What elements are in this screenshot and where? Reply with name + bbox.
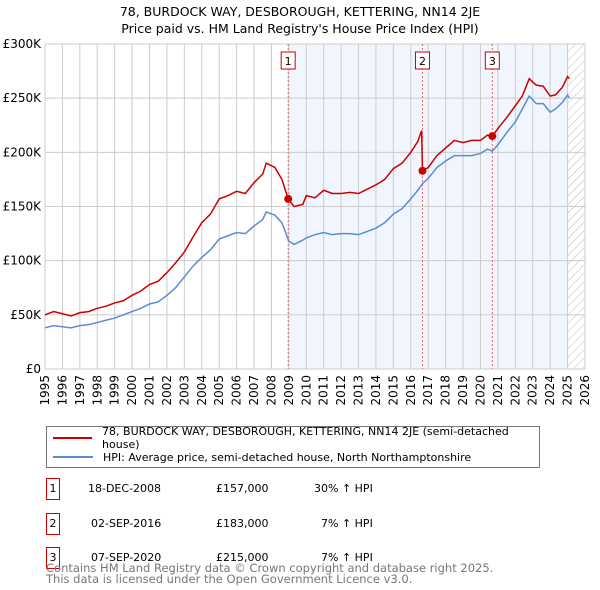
x-tick-label: 2011 xyxy=(317,375,331,406)
footer-copyright: Contains HM Land Registry data © Crown c… xyxy=(46,561,494,575)
x-tick-label: 2012 xyxy=(334,375,348,406)
sale-label: 1 xyxy=(285,55,292,68)
y-tick-label: £0 xyxy=(26,362,41,376)
x-tick-label: 1999 xyxy=(108,375,122,406)
sale-hpi-diff: 7% ↑ HPI xyxy=(321,517,373,530)
x-tick-label: 2004 xyxy=(195,375,209,406)
x-tick-label: 2016 xyxy=(404,375,418,406)
y-tick-label: £300K xyxy=(3,37,43,51)
legend-item-property: 78, BURDOCK WAY, DESBOROUGH, KETTERING, … xyxy=(53,425,539,451)
sale-point xyxy=(488,132,497,141)
x-tick-label: 2013 xyxy=(352,375,366,406)
x-tick-label: 2002 xyxy=(160,375,174,406)
sale-price: £215,000 xyxy=(216,551,269,564)
y-tick-label: £200K xyxy=(3,145,43,159)
sale-label-box xyxy=(280,51,296,70)
x-tick-label: 2015 xyxy=(386,375,400,406)
sale-number-badge: 3 xyxy=(46,547,60,569)
legend-swatch-red xyxy=(53,437,93,439)
hpi-line xyxy=(44,93,570,329)
y-tick-label: £150K xyxy=(3,200,43,214)
x-tick-label: 2025 xyxy=(561,375,575,406)
x-tick-label: 2020 xyxy=(473,375,487,406)
sale-hpi-diff: 7% ↑ HPI xyxy=(321,551,373,564)
y-tick-label: £50K xyxy=(10,308,42,322)
sale-number-badge: 2 xyxy=(46,513,60,535)
x-tick-label: 2005 xyxy=(212,375,226,406)
x-tick-label: 2014 xyxy=(369,375,383,406)
x-tick-label: 2007 xyxy=(247,375,261,406)
y-tick-label: £250K xyxy=(3,91,43,105)
legend-swatch-blue xyxy=(53,456,93,458)
y-tick-label: £100K xyxy=(3,254,43,268)
x-tick-label: 2003 xyxy=(177,375,191,406)
x-tick-label: 2000 xyxy=(125,375,139,406)
x-tick-label: 2009 xyxy=(282,375,296,406)
sale-point xyxy=(284,194,293,203)
x-tick-label: 2018 xyxy=(439,375,453,406)
x-tick-label: 2008 xyxy=(264,375,278,406)
sale-number-badge: 1 xyxy=(46,478,60,500)
x-tick-label: 1995 xyxy=(38,375,52,406)
x-tick-label: 2022 xyxy=(508,375,522,406)
sale-label-box xyxy=(414,51,430,70)
price-paid-line xyxy=(44,75,570,317)
legend-label: 78, BURDOCK WAY, DESBOROUGH, KETTERING, … xyxy=(102,425,509,451)
x-tick-label: 2006 xyxy=(230,375,244,406)
sale-date: 07-SEP-2020 xyxy=(91,551,162,564)
plot-area: 1 2 3 1995 1996 1997 1998 1999 2000 2001 2002 2003 2… xyxy=(3,37,592,406)
legend-label: HPI: Average price, semi-detached house,… xyxy=(103,450,472,464)
x-tick-label: 1997 xyxy=(73,375,87,406)
sale-label: 2 xyxy=(419,55,426,68)
sale-label: 3 xyxy=(489,55,496,68)
sale-price: £183,000 xyxy=(216,517,269,530)
sale-label-box xyxy=(484,51,500,70)
x-tick-label: 1998 xyxy=(90,375,104,406)
x-tick-label: 1996 xyxy=(55,375,69,406)
x-tick-label: 2021 xyxy=(491,375,505,406)
sale-hpi-diff: 30% ↑ HPI xyxy=(314,482,373,495)
x-tick-label: 2017 xyxy=(421,375,435,406)
legend-item-hpi: HPI: Average price, semi-detached house,… xyxy=(53,449,471,465)
x-tick-label: 2024 xyxy=(543,375,557,406)
sale-date: 02-SEP-2016 xyxy=(91,517,162,530)
sale-date: 18-DEC-2008 xyxy=(88,482,162,495)
chart-subtitle: Price paid vs. HM Land Registry's House … xyxy=(121,21,479,36)
chart-title: 78, BURDOCK WAY, DESBOROUGH, KETTERING, … xyxy=(119,4,481,19)
sale-price: £157,000 xyxy=(216,482,269,495)
x-tick-label: 2019 xyxy=(456,375,470,406)
sale-point xyxy=(418,166,427,175)
x-tick-label: 2026 xyxy=(578,375,592,406)
x-tick-label: 2010 xyxy=(299,375,313,406)
legend: 78, BURDOCK WAY, DESBOROUGH, KETTERING, … xyxy=(46,425,540,468)
x-tick-label: 2023 xyxy=(526,375,540,406)
x-tick-label: 2001 xyxy=(143,375,157,406)
footer-licence: This data is licensed under the Open Gov… xyxy=(46,572,413,586)
